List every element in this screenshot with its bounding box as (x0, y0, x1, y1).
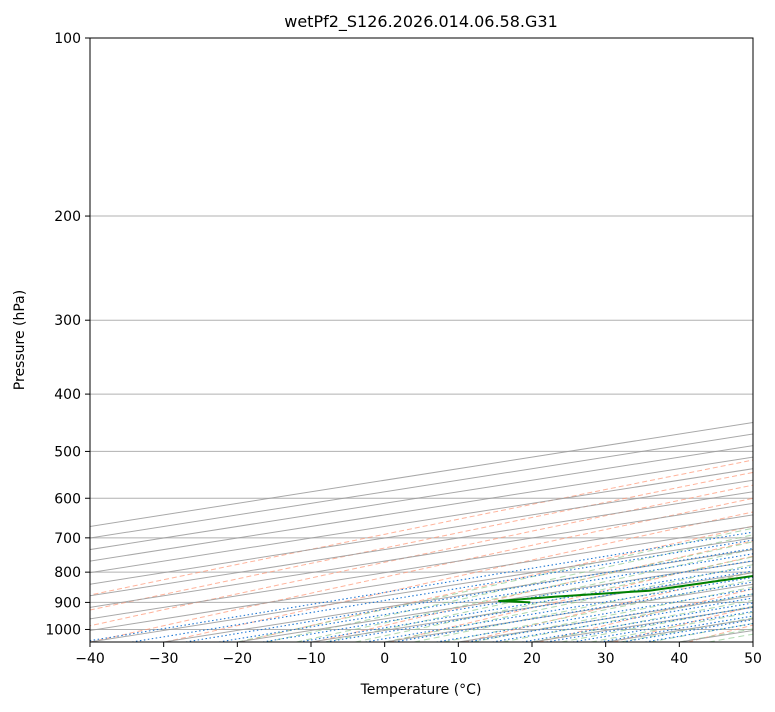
y-tick-label: 900 (54, 595, 81, 611)
x-tick-label: 10 (449, 651, 467, 667)
y-tick-label: 700 (54, 531, 81, 547)
y-tick-label: 600 (54, 491, 81, 507)
y-tick-label: 1000 (45, 622, 81, 638)
chart-title: wetPf2_S126.2026.014.06.58.G31 (284, 12, 558, 32)
y-tick-label: 500 (54, 444, 81, 460)
x-tick-label: −20 (223, 651, 253, 667)
x-tick-label: −40 (75, 651, 105, 667)
x-tick-label: 30 (597, 651, 615, 667)
y-tick-label: 200 (54, 209, 81, 225)
y-tick-label: 100 (54, 31, 81, 47)
x-axis-label: Temperature (°C) (360, 682, 482, 698)
x-tick-label: 0 (380, 651, 389, 667)
y-tick-label: 300 (54, 313, 81, 329)
x-tick-label: −10 (296, 651, 326, 667)
x-tick-label: 20 (523, 651, 541, 667)
x-tick-label: −30 (149, 651, 179, 667)
y-axis-label: Pressure (hPa) (12, 290, 28, 390)
x-tick-label: 40 (670, 651, 688, 667)
y-tick-label: 400 (54, 387, 81, 403)
y-tick-label: 800 (54, 565, 81, 581)
x-tick-label: 50 (744, 651, 762, 667)
